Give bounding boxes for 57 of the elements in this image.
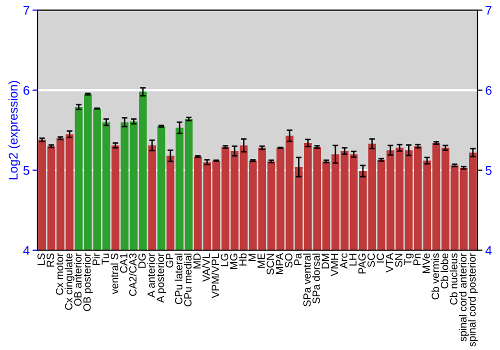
x-tick-label: VA/VL bbox=[202, 253, 210, 282]
y-tick-label: 5 bbox=[23, 166, 30, 175]
x-tick-label: MVe bbox=[422, 253, 430, 274]
x-tick-label: MPA bbox=[276, 253, 284, 274]
x-tick-label: OB posterior bbox=[83, 253, 93, 312]
y-tick-label: 4 bbox=[23, 246, 30, 255]
x-tick-label: Cb nucleus bbox=[450, 253, 458, 305]
x-tick-label: SCN bbox=[266, 254, 274, 275]
x-tick-label: VPM/VPL bbox=[211, 253, 220, 298]
x-tick-label: LH bbox=[349, 254, 356, 266]
x-tick-label: SO bbox=[285, 254, 292, 268]
x-tick-label: M bbox=[248, 254, 256, 261]
x-tick-label: Tg bbox=[404, 254, 414, 265]
y2-tick-label: 6 bbox=[486, 86, 492, 95]
x-tick-label: spinal cord anterior bbox=[458, 253, 469, 342]
x-tick-label: DM bbox=[322, 254, 329, 268]
x-tick-label: IC bbox=[376, 253, 384, 262]
x-tick-label: VTA bbox=[386, 253, 394, 272]
y2-tick-label: 5 bbox=[486, 166, 492, 175]
x-tick-label: Pa bbox=[294, 253, 302, 265]
x-tick-label: LS bbox=[38, 254, 45, 265]
x-tick-label: SPa ventral bbox=[303, 254, 311, 306]
x-tick-label: Tu bbox=[102, 254, 110, 265]
x-tick-label: Hb bbox=[238, 253, 247, 266]
x-tick-label: RS bbox=[46, 254, 54, 267]
x-tick-label: spinal cord posterior bbox=[468, 253, 478, 347]
x-tick-label: Cx motor bbox=[56, 253, 64, 295]
x-tick-label: DG bbox=[138, 254, 146, 268]
x-tick-label: MD bbox=[193, 254, 201, 268]
x-tick-label: Pir bbox=[92, 253, 100, 265]
x-tick-label: Cx cingulate bbox=[64, 253, 74, 310]
x-tick-label: ventral S bbox=[110, 254, 118, 294]
x-tick-label: Arc bbox=[340, 253, 348, 269]
x-tick-label: Cb vermis bbox=[431, 253, 440, 300]
y-tick-label: 6 bbox=[24, 86, 30, 95]
x-tick-label: Cb lobe bbox=[440, 253, 448, 288]
y-axis-title: Log2 (expression) bbox=[8, 80, 20, 180]
x-tick-label: PAG bbox=[358, 254, 366, 274]
x-tick-label: OB anterior bbox=[74, 253, 82, 306]
x-tick-label: CA1 bbox=[120, 254, 128, 273]
x-tick-label: Pn bbox=[413, 254, 421, 265]
x-tick-label: CPu medial bbox=[184, 254, 192, 306]
x-tick-label: A anterior bbox=[147, 253, 155, 298]
y2-tick-label: 4 bbox=[485, 246, 492, 255]
x-tick-label: A posterior bbox=[156, 253, 166, 303]
y-tick-label: 7 bbox=[24, 6, 30, 15]
x-tick-label: SC bbox=[368, 253, 375, 268]
x-tick-label: LG bbox=[220, 254, 228, 266]
x-tick-label: ME bbox=[258, 253, 265, 268]
x-tick-label: MG bbox=[230, 254, 238, 269]
x-tick-label: SPa dorsal bbox=[312, 254, 320, 304]
x-tick-label: GP bbox=[166, 254, 174, 268]
x-tick-label: SN bbox=[395, 254, 402, 268]
x-tick-label: CA2/CA3 bbox=[128, 253, 137, 296]
x-tick-label: CPu lateral bbox=[174, 254, 182, 304]
x-tick-label: VMH bbox=[330, 254, 338, 276]
y2-tick-label: 7 bbox=[486, 6, 492, 15]
